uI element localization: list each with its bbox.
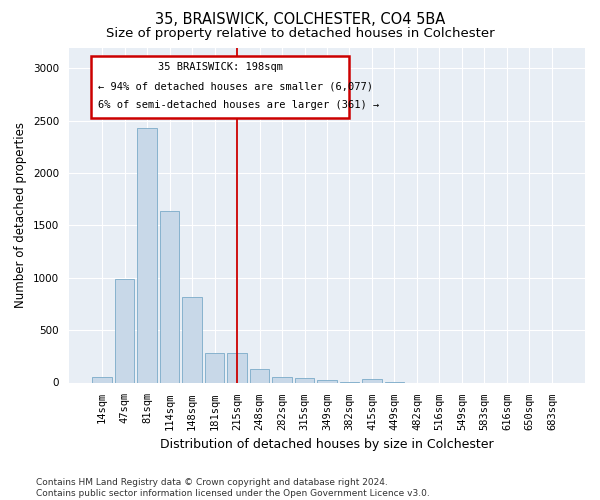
Bar: [137, 128, 157, 382]
Bar: [115, 280, 134, 382]
FancyBboxPatch shape: [91, 56, 349, 118]
Bar: [160, 211, 179, 382]
Text: 6% of semi-detached houses are larger (361) →: 6% of semi-detached houses are larger (3…: [98, 100, 379, 110]
Bar: [362, 380, 382, 382]
Bar: [182, 296, 202, 382]
Text: Size of property relative to detached houses in Colchester: Size of property relative to detached ho…: [106, 28, 494, 40]
Bar: [227, 353, 247, 382]
Text: ← 94% of detached houses are smaller (6,077): ← 94% of detached houses are smaller (6,…: [98, 82, 373, 92]
Bar: [92, 376, 112, 382]
Bar: [205, 352, 224, 382]
Bar: [317, 380, 337, 382]
X-axis label: Distribution of detached houses by size in Colchester: Distribution of detached houses by size …: [160, 438, 494, 451]
Y-axis label: Number of detached properties: Number of detached properties: [14, 122, 28, 308]
Text: 35 BRAISWICK: 198sqm: 35 BRAISWICK: 198sqm: [158, 62, 283, 72]
Bar: [250, 369, 269, 382]
Text: 35, BRAISWICK, COLCHESTER, CO4 5BA: 35, BRAISWICK, COLCHESTER, CO4 5BA: [155, 12, 445, 28]
Text: Contains HM Land Registry data © Crown copyright and database right 2024.
Contai: Contains HM Land Registry data © Crown c…: [36, 478, 430, 498]
Bar: [272, 376, 292, 382]
Bar: [295, 378, 314, 382]
